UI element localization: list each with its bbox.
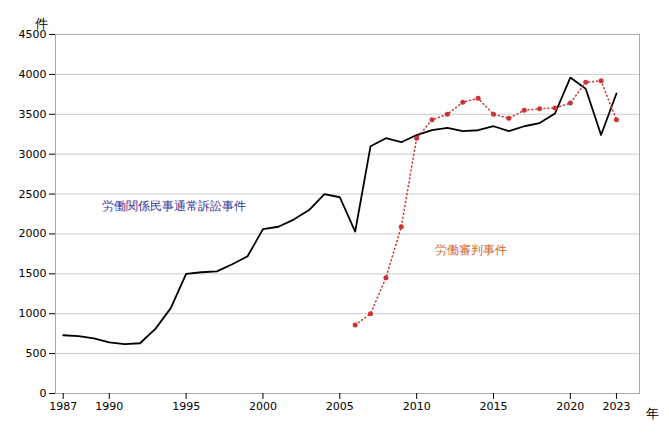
svg-text:500: 500: [26, 347, 47, 360]
svg-text:労働審判事件: 労働審判事件: [435, 243, 507, 257]
svg-text:2023: 2023: [602, 400, 630, 413]
svg-text:3500: 3500: [19, 108, 47, 121]
svg-text:4000: 4000: [19, 68, 47, 81]
svg-text:0: 0: [40, 387, 47, 400]
svg-text:2000: 2000: [19, 227, 47, 240]
svg-text:2020: 2020: [556, 400, 584, 413]
svg-text:年: 年: [646, 406, 659, 421]
svg-text:3000: 3000: [19, 148, 47, 161]
svg-text:件: 件: [35, 16, 48, 31]
svg-text:2005: 2005: [326, 400, 354, 413]
svg-text:1000: 1000: [19, 307, 47, 320]
svg-text:2500: 2500: [19, 188, 47, 201]
svg-text:4500: 4500: [18, 28, 47, 41]
svg-text:2010: 2010: [403, 400, 431, 413]
svg-text:1987: 1987: [49, 400, 77, 413]
svg-text:1500: 1500: [19, 267, 47, 280]
svg-text:1995: 1995: [172, 400, 200, 413]
svg-text:労働関係民事通常訴訟事件: 労働関係民事通常訴訟事件: [102, 199, 246, 213]
svg-text:2000: 2000: [249, 400, 277, 413]
svg-text:1990: 1990: [95, 400, 123, 413]
svg-text:2015: 2015: [480, 400, 508, 413]
